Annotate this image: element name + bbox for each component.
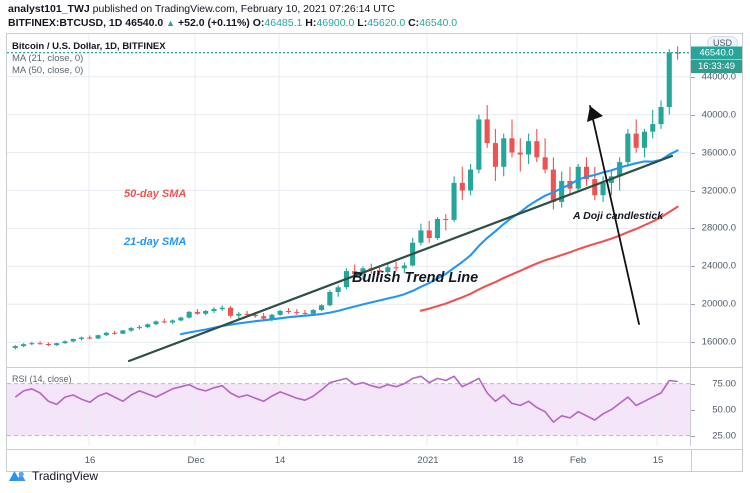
price-tick-label: 32000.0	[701, 185, 736, 196]
time-tick-label: Feb	[569, 455, 587, 466]
annotation-trendline: Bullish Trend Line	[352, 270, 479, 286]
rsi-tick-mark	[691, 383, 695, 385]
price-tick-label: 44000.0	[701, 71, 736, 83]
close-label: C:	[408, 17, 420, 29]
rsi-tick-label: 75.00	[712, 378, 736, 390]
time-tick-label: Dec	[187, 455, 205, 466]
price-tick-label: 24000.0	[701, 260, 736, 272]
rsi-tick-mark	[691, 409, 695, 411]
tradingview-mark-icon	[9, 471, 26, 481]
open-label: O:	[252, 17, 265, 29]
time-tick-label: 16	[84, 455, 96, 466]
rsi-plot[interactable]	[7, 368, 690, 446]
time-tick-label: 18	[512, 455, 524, 466]
chart-header: analyst101_TWJ published on TradingView.…	[8, 3, 748, 30]
rsi-tick-label: 25.00	[712, 430, 736, 442]
price-tick-mark	[691, 228, 695, 230]
price-tick-label: 36000.0	[701, 147, 736, 159]
time-axis[interactable]: 16 Dec 14 2021 18 Feb 15	[6, 450, 743, 472]
publish-meta: published on TradingView.com, February 1…	[92, 3, 395, 15]
annotation-sma21: 21-day SMA	[124, 236, 187, 248]
price-tick-mark	[691, 190, 695, 192]
rsi-legend: RSI (14, close)	[12, 374, 72, 384]
countdown-badge: 16:33:49	[691, 59, 742, 73]
price-tick-label: 28000.0	[701, 222, 736, 234]
price-svg	[7, 34, 690, 366]
time-tick-label: 14	[274, 455, 286, 466]
annotation-sma50: 50-day SMA	[124, 188, 187, 200]
time-tick-label: 2021	[417, 455, 439, 466]
price-tick-mark	[691, 152, 695, 154]
close-value: 46540.0	[419, 17, 458, 29]
author-name: analyst101_TWJ	[8, 3, 90, 15]
time-axis-divider	[691, 450, 692, 472]
pane-separator	[7, 367, 742, 368]
price-tick-mark	[691, 114, 695, 116]
price-tick-mark	[691, 266, 695, 268]
last-price: 46540.0	[125, 17, 164, 29]
symbol-label: BITFINEX:BTCUSD, 1D	[8, 17, 123, 29]
axis-separator	[690, 34, 691, 446]
up-arrow-icon: ▲	[166, 18, 176, 28]
tradingview-wordmark: TradingView	[32, 468, 99, 483]
price-tick-mark	[691, 342, 695, 344]
price-tick-mark	[691, 76, 695, 78]
tradingview-logo[interactable]: TradingView	[8, 468, 98, 483]
current-price-badge: 46540.0	[691, 46, 742, 60]
quote-line: BITFINEX:BTCUSD, 1D 46540.0 ▲ +52.0 (+0.…	[8, 17, 748, 30]
rsi-axis[interactable]: 75.00 50.00 25.00	[691, 368, 742, 446]
rsi-tick-mark	[691, 435, 695, 437]
low-value: 45620.0	[367, 17, 406, 29]
high-value: 46900.0	[316, 17, 355, 29]
price-change: +52.0 (+0.11%)	[178, 17, 250, 29]
price-axis[interactable]: USD 44000.0 40000.0 36000.0 32000.0 28000.0 2…	[691, 34, 742, 366]
price-tick-label: 20000.0	[701, 298, 736, 310]
publish-line: analyst101_TWJ published on TradingView.…	[8, 3, 748, 16]
time-tick-label: 15	[652, 455, 664, 466]
low-label: L:	[357, 17, 368, 29]
price-tick-label: 16000.0	[701, 336, 736, 348]
high-label: H:	[305, 17, 317, 29]
annotation-doji: A Doji candlestick	[573, 210, 664, 222]
rsi-tick-label: 50.00	[712, 404, 736, 416]
price-tick-mark	[691, 304, 695, 306]
price-plot[interactable]	[7, 34, 690, 366]
price-tick-label: 40000.0	[701, 109, 736, 121]
open-value: 46485.1	[264, 17, 303, 29]
rsi-svg	[7, 368, 690, 446]
